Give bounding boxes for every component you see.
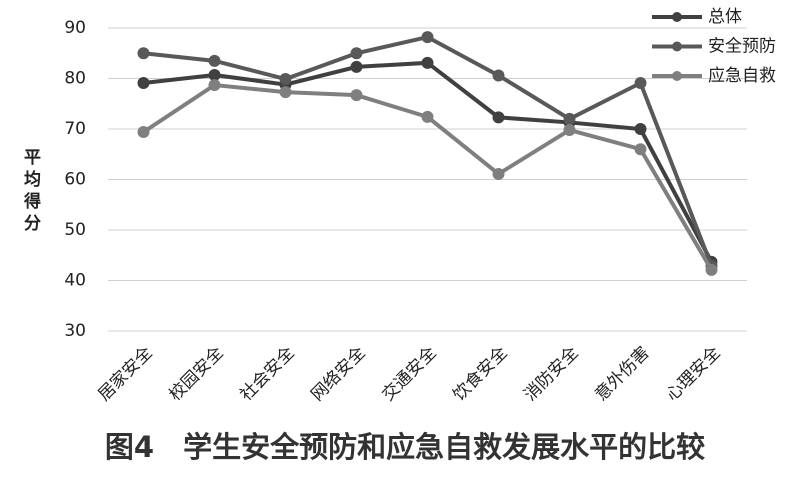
- point: [421, 31, 434, 44]
- legend-label: 总体: [708, 7, 742, 27]
- x-tick-label: 意外伤害: [591, 343, 653, 405]
- point: [350, 47, 363, 60]
- x-tick-label: 居家安全: [94, 343, 156, 405]
- x-tick-label: 消防安全: [520, 343, 582, 405]
- y-tick-label: 50: [64, 220, 86, 240]
- point: [563, 124, 576, 137]
- legend-label: 安全预防: [708, 37, 776, 57]
- legend-label: 应急自救: [708, 66, 776, 86]
- chart-title: 图4 学生安全预防和应急自救发展水平的比较: [105, 430, 705, 464]
- point: [208, 79, 221, 92]
- legend-marker: [672, 41, 682, 52]
- x-tick-label: 饮食安全: [449, 343, 511, 405]
- point: [421, 110, 434, 123]
- y-tick-label: 60: [64, 170, 86, 190]
- point: [137, 77, 150, 90]
- point: [634, 77, 647, 90]
- point: [705, 263, 718, 276]
- y-axis-label: 平均得分: [20, 148, 42, 236]
- point: [634, 123, 647, 135]
- point: [137, 126, 150, 139]
- legend-marker: [672, 12, 682, 22]
- point: [492, 69, 505, 82]
- point: [279, 86, 292, 99]
- legend-marker: [672, 71, 682, 81]
- y-tick-label: 30: [64, 321, 86, 341]
- y-tick-label: 40: [64, 271, 86, 291]
- point: [634, 143, 647, 156]
- point: [350, 60, 363, 73]
- y-tick-label: 70: [64, 119, 86, 139]
- y-tick-label: 90: [64, 18, 86, 38]
- point: [350, 89, 363, 102]
- x-tick-label: 心理安全: [662, 343, 724, 405]
- point: [208, 54, 221, 67]
- point: [492, 167, 505, 180]
- point: [208, 68, 221, 81]
- series-line: [143, 60, 714, 263]
- point: [137, 47, 150, 60]
- x-tick-label: 校园安全: [165, 343, 227, 405]
- x-tick-label: 社会安全: [236, 343, 298, 405]
- point: [492, 111, 505, 124]
- point: [279, 73, 292, 86]
- x-tick-label: 网络安全: [307, 343, 369, 405]
- point: [563, 112, 576, 125]
- y-tick-label: 80: [64, 69, 86, 89]
- series-line: [143, 34, 714, 267]
- point: [421, 56, 434, 69]
- x-tick-label: 交通安全: [378, 343, 440, 405]
